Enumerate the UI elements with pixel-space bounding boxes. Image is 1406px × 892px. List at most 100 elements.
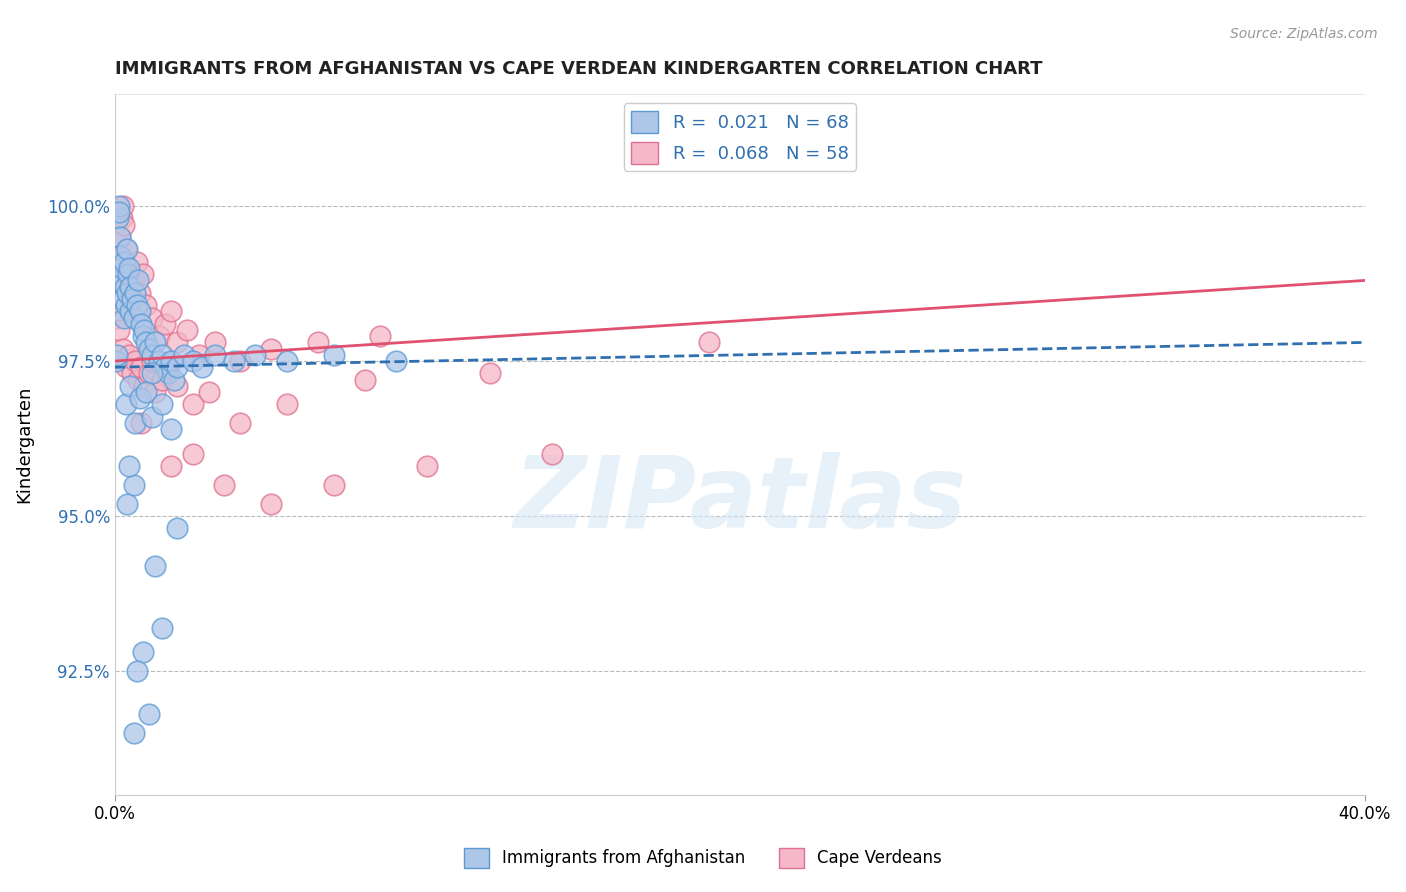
Point: [181, 354, 204, 368]
Point: [112, 255, 135, 269]
Point: [114, 397, 136, 411]
Point: [127, 373, 149, 387]
Point: [114, 360, 136, 375]
Point: [145, 335, 167, 350]
Point: [124, 416, 146, 430]
Point: [117, 497, 139, 511]
Point: [128, 285, 150, 300]
Point: [370, 329, 392, 343]
Point: [108, 323, 131, 337]
Point: [122, 273, 145, 287]
Point: [120, 379, 142, 393]
Point: [125, 298, 148, 312]
Point: [697, 335, 720, 350]
Point: [212, 478, 235, 492]
Point: [260, 342, 283, 356]
Point: [138, 707, 160, 722]
Text: Source: ZipAtlas.com: Source: ZipAtlas.com: [1230, 27, 1378, 41]
Point: [134, 323, 156, 337]
Point: [117, 260, 139, 275]
Point: [105, 348, 128, 362]
Point: [124, 285, 146, 300]
Point: [245, 348, 267, 362]
Point: [111, 292, 134, 306]
Point: [105, 310, 128, 325]
Point: [135, 385, 157, 400]
Point: [105, 354, 128, 368]
Point: [153, 360, 176, 375]
Point: [122, 726, 145, 740]
Point: [191, 360, 214, 375]
Point: [107, 273, 129, 287]
Point: [150, 348, 173, 362]
Point: [132, 267, 155, 281]
Point: [111, 211, 134, 226]
Point: [118, 459, 141, 474]
Point: [108, 249, 131, 263]
Point: [128, 304, 150, 318]
Point: [166, 379, 188, 393]
Point: [127, 273, 149, 287]
Point: [188, 348, 211, 362]
Text: IMMIGRANTS FROM AFGHANISTAN VS CAPE VERDEAN KINDERGARTEN CORRELATION CHART: IMMIGRANTS FROM AFGHANISTAN VS CAPE VERD…: [115, 60, 1042, 78]
Point: [117, 285, 139, 300]
Point: [115, 243, 138, 257]
Point: [166, 360, 188, 375]
Point: [160, 354, 183, 368]
Point: [111, 199, 134, 213]
Point: [118, 260, 141, 275]
Point: [145, 558, 167, 573]
Point: [110, 273, 132, 287]
Point: [204, 335, 226, 350]
Point: [150, 397, 173, 411]
Point: [150, 621, 173, 635]
Point: [120, 292, 142, 306]
Point: [141, 367, 163, 381]
Point: [204, 348, 226, 362]
Point: [276, 397, 298, 411]
Point: [197, 385, 219, 400]
Point: [229, 416, 252, 430]
Point: [118, 279, 141, 293]
Point: [156, 367, 179, 381]
Point: [141, 310, 163, 325]
Point: [120, 279, 142, 293]
Point: [181, 447, 204, 461]
Point: [114, 279, 136, 293]
Point: [135, 298, 157, 312]
Point: [124, 354, 146, 368]
Point: [229, 354, 252, 368]
Point: [138, 342, 160, 356]
Point: [181, 397, 204, 411]
Point: [160, 304, 183, 318]
Point: [353, 373, 375, 387]
Point: [125, 255, 148, 269]
Point: [128, 391, 150, 405]
Point: [121, 367, 143, 381]
Point: [416, 459, 439, 474]
Legend: Immigrants from Afghanistan, Cape Verdeans: Immigrants from Afghanistan, Cape Verdea…: [457, 841, 949, 875]
Point: [112, 218, 135, 232]
Point: [125, 664, 148, 678]
Y-axis label: Kindergarten: Kindergarten: [15, 386, 32, 503]
Point: [111, 260, 134, 275]
Point: [156, 360, 179, 375]
Point: [141, 409, 163, 424]
Point: [141, 354, 163, 368]
Point: [478, 367, 501, 381]
Point: [111, 342, 134, 356]
Point: [385, 354, 408, 368]
Point: [260, 497, 283, 511]
Point: [307, 335, 329, 350]
Point: [141, 348, 163, 362]
Point: [150, 373, 173, 387]
Point: [114, 243, 136, 257]
Point: [173, 348, 195, 362]
Point: [118, 348, 141, 362]
Point: [107, 211, 129, 226]
Point: [135, 335, 157, 350]
Point: [131, 317, 153, 331]
Point: [222, 354, 245, 368]
Point: [131, 360, 153, 375]
Point: [112, 310, 135, 325]
